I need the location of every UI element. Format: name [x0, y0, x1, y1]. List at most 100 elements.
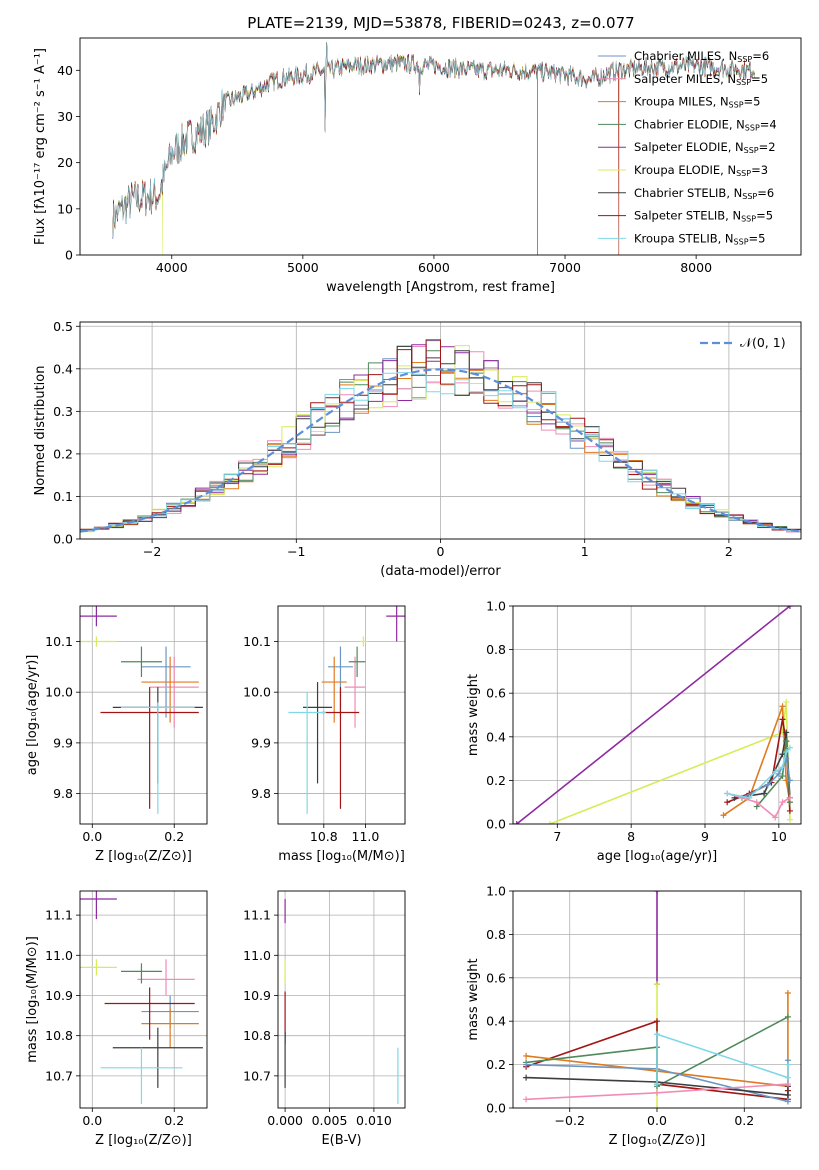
weight-marker	[786, 807, 793, 814]
axes-frame	[277, 605, 406, 825]
spectrum-model-line	[112, 43, 755, 255]
x-tick-label: 0	[437, 544, 445, 559]
panel-age-vs-mass: 10.8 11.0 9.8 9.9 10.0 10.1 mass [log₁₀(M/M⊙)]	[243, 605, 406, 864]
legend: Chabrier MILES, NSSP=6 Salpeter MILES, NS…	[598, 49, 777, 246]
weight-marker	[775, 770, 782, 777]
x-tick-label: 0.010	[356, 1113, 392, 1128]
y-tick-label: 10.9	[243, 988, 271, 1003]
weight-marker	[654, 1081, 660, 1088]
weight-marker	[523, 1096, 530, 1103]
x-tick-label: 1	[581, 544, 589, 559]
legend-entry: Salpeter ELODIE, NSSP=2	[634, 140, 776, 155]
errorbar-point	[321, 656, 347, 723]
x-axis-label: age [log₁₀(age/yr)]	[597, 849, 718, 864]
weight-marker	[779, 773, 786, 780]
weight-line	[516, 606, 791, 824]
y-tick-label: 11.0	[45, 948, 73, 963]
errorbar-point	[348, 646, 366, 677]
y-tick-label: 10.8	[45, 1028, 73, 1043]
weight-marker	[772, 814, 779, 821]
y-tick-label: 0.0	[486, 817, 506, 832]
weight-line	[526, 1060, 789, 1103]
errorbar-point	[386, 606, 405, 642]
y-tick-label: 0.0	[486, 1101, 506, 1116]
y-tick-label: 0.2	[486, 773, 506, 788]
axes-frame	[79, 37, 802, 256]
x-tick-label: 0.2	[164, 1113, 184, 1128]
panel-age-vs-Z: 0.0 0.2 9.8 9.9 10.0 10.1 Z [log₁₀(Z/Z⊙)] age […	[25, 605, 208, 864]
plot-content	[80, 606, 203, 814]
x-tick-label: 7000	[549, 260, 581, 275]
axes-frame	[277, 890, 406, 1109]
errorbar-point	[141, 1007, 199, 1048]
weight-marker	[654, 891, 660, 894]
legend-entry: Chabrier MILES, NSSP=6	[634, 49, 769, 64]
panel-mass-vs-ebv: 0.000 0.005 0.010 10.7 10.8 10.9 11.0 11.1 E(B-V…	[243, 890, 406, 1148]
y-tick-label: 0.8	[486, 927, 506, 942]
y-tick-label: 0.5	[53, 319, 73, 334]
y-tick-label: 10.0	[243, 685, 271, 700]
plot-content	[112, 41, 755, 255]
y-tick-label: 20	[57, 155, 73, 170]
weight-marker	[523, 1061, 530, 1068]
x-tick-label: 10.8	[310, 829, 338, 844]
weight-marker	[784, 1098, 791, 1105]
plot-content	[513, 606, 793, 824]
plot-content	[80, 891, 203, 1104]
weight-marker	[761, 790, 768, 797]
legend-entry: Kroupa ELODIE, NSSP=3	[634, 163, 768, 178]
weight-marker	[786, 606, 793, 609]
weight-marker	[513, 821, 520, 824]
y-tick-label: 11.1	[243, 908, 271, 923]
y-tick-label: 0.8	[486, 642, 506, 657]
x-tick-label: 0.0	[647, 1113, 667, 1128]
y-tick-label: 10.9	[45, 988, 73, 1003]
legend-entry: 𝒩(0, 1)	[740, 335, 786, 350]
weight-marker	[783, 698, 790, 705]
weight-line	[526, 993, 789, 1088]
weight-marker	[724, 790, 731, 797]
normal-reference-curve	[80, 368, 801, 533]
y-tick-label: 0.2	[486, 1057, 506, 1072]
weight-line	[549, 701, 791, 824]
weight-marker	[724, 799, 731, 806]
y-tick-label: 10.0	[45, 685, 73, 700]
panel-weight-vs-age: 7 8 9 10 0.0 0.2 0.4 0.6 0.8 1.0 age [log₁₀(age/yr…	[466, 599, 802, 864]
errorbar-point	[80, 891, 117, 920]
errorbar-point	[80, 636, 117, 647]
y-tick-label: 0.6	[486, 970, 506, 985]
weight-marker	[786, 777, 793, 784]
y-axis-label: mass [log₁₀(M/M⊙)]	[25, 936, 40, 1063]
weight-marker	[779, 703, 786, 710]
weight-marker	[546, 821, 553, 824]
x-tick-label: 0.0	[82, 1113, 102, 1128]
legend-entry: Kroupa STELIB, NSSP=5	[634, 231, 765, 246]
x-tick-label: 0.000	[267, 1113, 303, 1128]
y-tick-label: 10	[57, 201, 73, 216]
y-tick-label: 9.9	[251, 735, 271, 750]
panel-mass-vs-Z: 0.0 0.2 10.7 10.8 10.9 11.0 11.1 Z [log₁₀(Z/Z⊙)…	[25, 890, 208, 1148]
y-axis-label: Normed distribution	[33, 366, 48, 496]
legend-entry: Salpeter STELIB, NSSP=5	[634, 209, 773, 224]
plot-content	[523, 891, 791, 1108]
weight-marker	[786, 794, 793, 801]
weight-line	[656, 1033, 789, 1085]
x-tick-label: 2	[725, 544, 733, 559]
weight-marker	[654, 1018, 660, 1025]
errorbar-point	[80, 959, 117, 976]
y-tick-label: 1.0	[486, 884, 506, 899]
errorbar-point	[120, 702, 195, 814]
errorbar-point	[120, 646, 162, 677]
weight-marker	[772, 768, 779, 775]
weight-marker	[523, 1052, 530, 1059]
weight-marker	[746, 794, 753, 801]
y-tick-label: 0.3	[53, 404, 73, 419]
histogram-step	[80, 372, 801, 532]
x-tick-label: 0.005	[312, 1113, 348, 1128]
plot-content	[288, 606, 405, 814]
x-tick-label: 4000	[156, 260, 188, 275]
x-axis-label: E(B-V)	[321, 1133, 361, 1148]
errorbar-point	[321, 687, 360, 809]
x-tick-label: 7	[553, 829, 561, 844]
x-tick-label: −2	[143, 544, 161, 559]
